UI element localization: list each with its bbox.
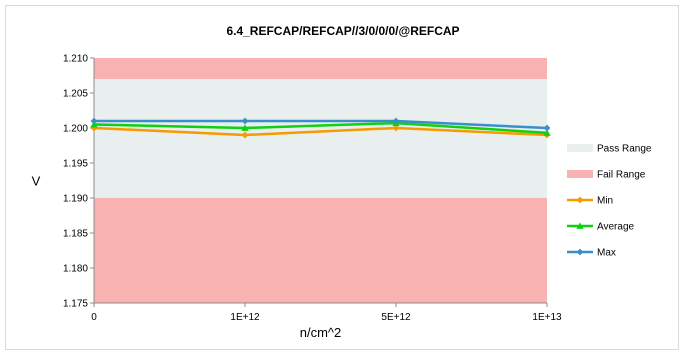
x-tick-label: 0 — [91, 312, 97, 323]
x-tick-label: 1E+13 — [532, 312, 562, 323]
bands-layer — [94, 58, 547, 303]
series-line-average — [93, 121, 548, 135]
y-tick-label: 1.190 — [63, 194, 88, 205]
band-pass-range-0 — [94, 79, 547, 198]
legend-marker-average — [576, 222, 584, 229]
point-average — [543, 129, 551, 136]
series-line-max — [94, 119, 548, 130]
point-max — [90, 117, 98, 125]
band-fail-range-2 — [94, 58, 547, 79]
legend-label-min: Min — [597, 196, 613, 207]
chart-title: 6.4_REFCAP/REFCAP//3/0/0/0/@REFCAP — [226, 24, 460, 38]
x-tick-label: 5E+12 — [381, 312, 411, 323]
y-tick-label: 1.210 — [63, 54, 88, 65]
band-fail-range-1 — [94, 198, 547, 303]
legend-label-fail-range: Fail Range — [597, 170, 646, 181]
legend-label-max: Max — [597, 248, 616, 259]
series-layer — [90, 117, 551, 139]
legend-label-pass-range: Pass Range — [597, 144, 652, 155]
x-tick-label: 1E+12 — [230, 312, 260, 323]
point-min — [241, 131, 249, 139]
point-average — [241, 124, 249, 131]
y-tick-label: 1.185 — [63, 229, 88, 240]
y-tick-label: 1.195 — [63, 159, 88, 170]
series-line-min — [93, 126, 548, 137]
legend-label-average: Average — [597, 222, 635, 233]
chart-frame: 6.4_REFCAP/REFCAP//3/0/0/0/@REFCAP 1.175… — [5, 5, 679, 350]
y-tick-label: 1.180 — [63, 264, 88, 275]
axes-layer: 1.175 1.180 1.185 1.190 1.195 1.200 1.205 1.210… — [63, 54, 562, 324]
point-max — [543, 124, 551, 132]
point-min — [392, 124, 400, 132]
x-axis-title: n/cm^2 — [300, 325, 342, 340]
y-axis-title: V — [32, 174, 41, 189]
y-tick-label: 1.205 — [63, 89, 88, 100]
point-max — [392, 117, 400, 125]
legend-swatch-pass-range — [567, 144, 593, 152]
y-tick-label: 1.200 — [63, 124, 88, 135]
legend-swatch-fail-range — [567, 170, 593, 178]
legend-marker-min — [576, 196, 584, 204]
point-max — [241, 117, 249, 125]
legend-layer: Pass Range Fail Range Min Average Max — [567, 144, 652, 259]
y-tick-label: 1.175 — [63, 299, 88, 310]
chart-svg: 1.175 1.180 1.185 1.190 1.195 1.200 1.205 1.210… — [32, 54, 652, 341]
legend-marker-max — [576, 248, 584, 256]
